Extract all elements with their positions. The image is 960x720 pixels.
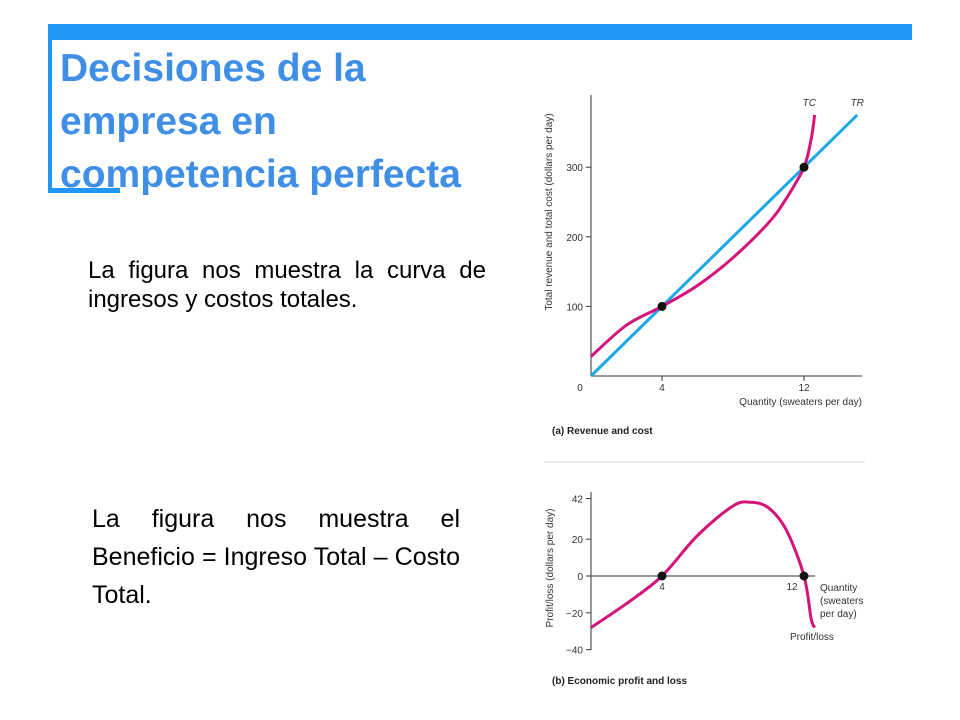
paragraph-revenue-cost: La figura nos muestra la curva de ingres…	[88, 257, 486, 313]
chart-a-series-label-tr: TR	[851, 98, 864, 109]
chart-b-ytick-label: 0	[577, 572, 583, 583]
slide-title: Decisiones de la empresa en competencia …	[60, 47, 461, 196]
chart-b-ylabel: Profit/loss (dollars per day)	[545, 509, 556, 628]
chart-b-ytick-label: 20	[572, 535, 584, 546]
chart-a-ytick-label: 100	[566, 302, 583, 313]
chart-b-series-profit-loss	[590, 500, 817, 629]
chart-a: 100 200 300 0 4 12 TR TC Quantity (sweaters p…	[544, 95, 864, 437]
chart-b-xlabel-2: (sweaters	[820, 596, 863, 607]
chart-a-intersection-point	[657, 301, 667, 311]
chart-b-caption: (b) Economic profit and loss	[552, 676, 687, 687]
chart-a-caption: (a) Revenue and cost	[552, 426, 653, 437]
chart-a-series-label-tc: TC	[803, 98, 817, 109]
chart-b-ytick-label: 42	[572, 495, 584, 506]
chart-b-breakeven-point	[799, 571, 809, 581]
chart-b-xtick-label: 4	[659, 582, 665, 593]
chart-a-xtick-label: 12	[798, 383, 810, 394]
chart-b-xlabel-1: Quantity	[820, 583, 857, 594]
chart-b-ytick-label: −20	[566, 609, 583, 620]
chart-b-xtick-label: 12	[786, 582, 798, 593]
chart-b-xlabel-3: per day)	[820, 609, 857, 620]
chart-b-series-label: Profit/loss	[790, 632, 834, 643]
chart-a-ylabel: Total revenue and total cost (dollars pe…	[544, 113, 555, 310]
chart-b-breakeven-point	[657, 571, 667, 581]
top-accent-bar	[48, 24, 912, 40]
paragraph-profit: La figura nos muestra el Beneficio = Ing…	[92, 505, 460, 609]
chart-b-ytick-label: −40	[566, 646, 583, 657]
chart-a-series-tr	[589, 113, 859, 378]
title-underline	[48, 188, 120, 193]
chart-a-xtick-label: 4	[659, 383, 665, 394]
chart-a-ytick-label: 200	[566, 233, 583, 244]
chart-a-ytick-label: 300	[566, 163, 583, 174]
chart-b: 42 20 0 −20 −40 4 12 Profit/loss Quantity (sw…	[545, 492, 863, 687]
left-accent-bar	[48, 24, 52, 192]
chart-a-series-tc	[590, 114, 817, 358]
chart-a-xlabel: Quantity (sweaters per day)	[739, 397, 862, 408]
chart-a-intersection-point	[799, 162, 809, 172]
chart-a-xtick-label: 0	[577, 383, 583, 394]
